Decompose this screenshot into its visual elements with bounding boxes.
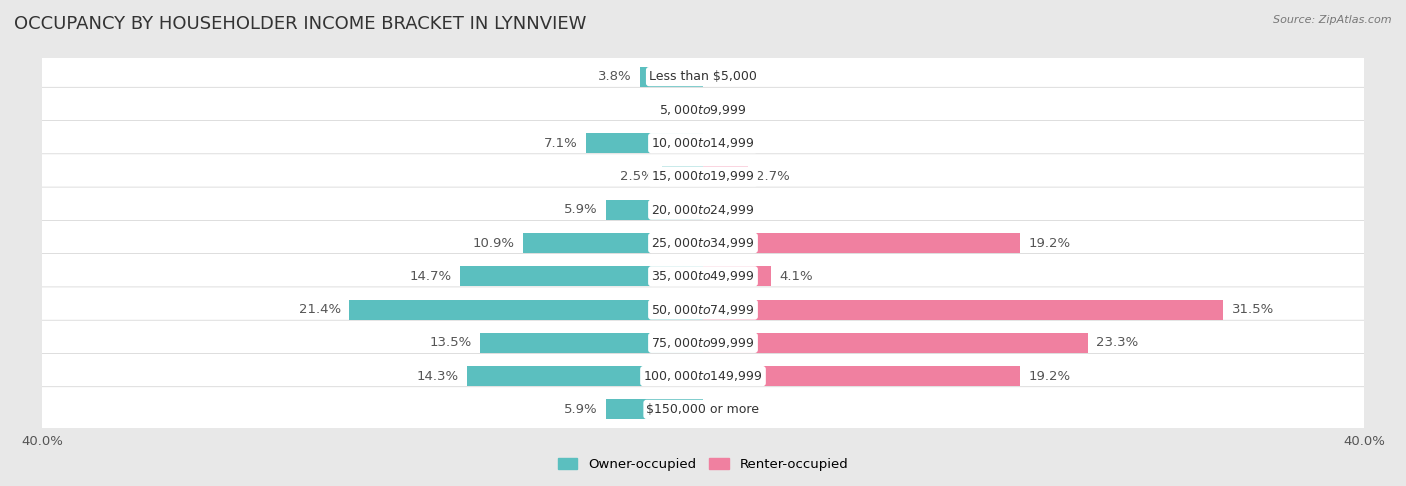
Bar <box>479 333 703 353</box>
Text: 5.9%: 5.9% <box>564 203 598 216</box>
Bar <box>350 299 703 319</box>
Bar <box>703 299 1223 319</box>
Text: 10.9%: 10.9% <box>472 237 515 249</box>
Text: 13.5%: 13.5% <box>429 336 471 349</box>
Text: $50,000 to $74,999: $50,000 to $74,999 <box>651 303 755 316</box>
Bar <box>703 366 1021 386</box>
Text: Less than $5,000: Less than $5,000 <box>650 70 756 83</box>
Text: 14.7%: 14.7% <box>409 270 451 283</box>
FancyBboxPatch shape <box>31 54 1375 99</box>
Text: 0.0%: 0.0% <box>711 137 745 150</box>
FancyBboxPatch shape <box>31 220 1375 266</box>
Bar <box>460 266 703 286</box>
Text: Source: ZipAtlas.com: Source: ZipAtlas.com <box>1274 15 1392 25</box>
FancyBboxPatch shape <box>31 121 1375 166</box>
Text: $10,000 to $14,999: $10,000 to $14,999 <box>651 136 755 150</box>
Text: 0.0%: 0.0% <box>711 203 745 216</box>
Text: $25,000 to $34,999: $25,000 to $34,999 <box>651 236 755 250</box>
FancyBboxPatch shape <box>31 187 1375 232</box>
Text: 23.3%: 23.3% <box>1097 336 1139 349</box>
Text: $35,000 to $49,999: $35,000 to $49,999 <box>651 269 755 283</box>
Bar <box>662 167 703 187</box>
Text: 4.1%: 4.1% <box>779 270 813 283</box>
Bar <box>703 266 770 286</box>
Text: $5,000 to $9,999: $5,000 to $9,999 <box>659 103 747 117</box>
Text: 19.2%: 19.2% <box>1028 237 1070 249</box>
Text: 2.7%: 2.7% <box>756 170 790 183</box>
Text: 21.4%: 21.4% <box>299 303 342 316</box>
Text: $100,000 to $149,999: $100,000 to $149,999 <box>644 369 762 383</box>
Bar <box>523 233 703 253</box>
Legend: Owner-occupied, Renter-occupied: Owner-occupied, Renter-occupied <box>553 453 853 476</box>
Bar <box>703 233 1021 253</box>
Bar <box>606 200 703 220</box>
Bar <box>586 133 703 153</box>
Bar <box>640 67 703 87</box>
Text: 19.2%: 19.2% <box>1028 369 1070 382</box>
Text: $15,000 to $19,999: $15,000 to $19,999 <box>651 170 755 183</box>
Text: 5.9%: 5.9% <box>564 403 598 416</box>
Text: 2.5%: 2.5% <box>620 170 654 183</box>
FancyBboxPatch shape <box>31 154 1375 199</box>
Text: 14.3%: 14.3% <box>416 369 458 382</box>
Text: 0.0%: 0.0% <box>711 104 745 117</box>
Bar <box>703 167 748 187</box>
FancyBboxPatch shape <box>31 353 1375 399</box>
FancyBboxPatch shape <box>31 87 1375 133</box>
Text: 0.0%: 0.0% <box>661 104 695 117</box>
Text: 0.0%: 0.0% <box>711 403 745 416</box>
Text: 3.8%: 3.8% <box>599 70 631 83</box>
Text: 0.0%: 0.0% <box>711 70 745 83</box>
Text: $20,000 to $24,999: $20,000 to $24,999 <box>651 203 755 217</box>
Text: $75,000 to $99,999: $75,000 to $99,999 <box>651 336 755 350</box>
Bar <box>467 366 703 386</box>
FancyBboxPatch shape <box>31 254 1375 299</box>
FancyBboxPatch shape <box>31 387 1375 432</box>
Text: 31.5%: 31.5% <box>1232 303 1274 316</box>
FancyBboxPatch shape <box>31 287 1375 332</box>
Text: $150,000 or more: $150,000 or more <box>647 403 759 416</box>
Text: OCCUPANCY BY HOUSEHOLDER INCOME BRACKET IN LYNNVIEW: OCCUPANCY BY HOUSEHOLDER INCOME BRACKET … <box>14 15 586 33</box>
Bar <box>703 333 1088 353</box>
Bar <box>606 399 703 419</box>
Text: 7.1%: 7.1% <box>544 137 578 150</box>
FancyBboxPatch shape <box>31 320 1375 365</box>
